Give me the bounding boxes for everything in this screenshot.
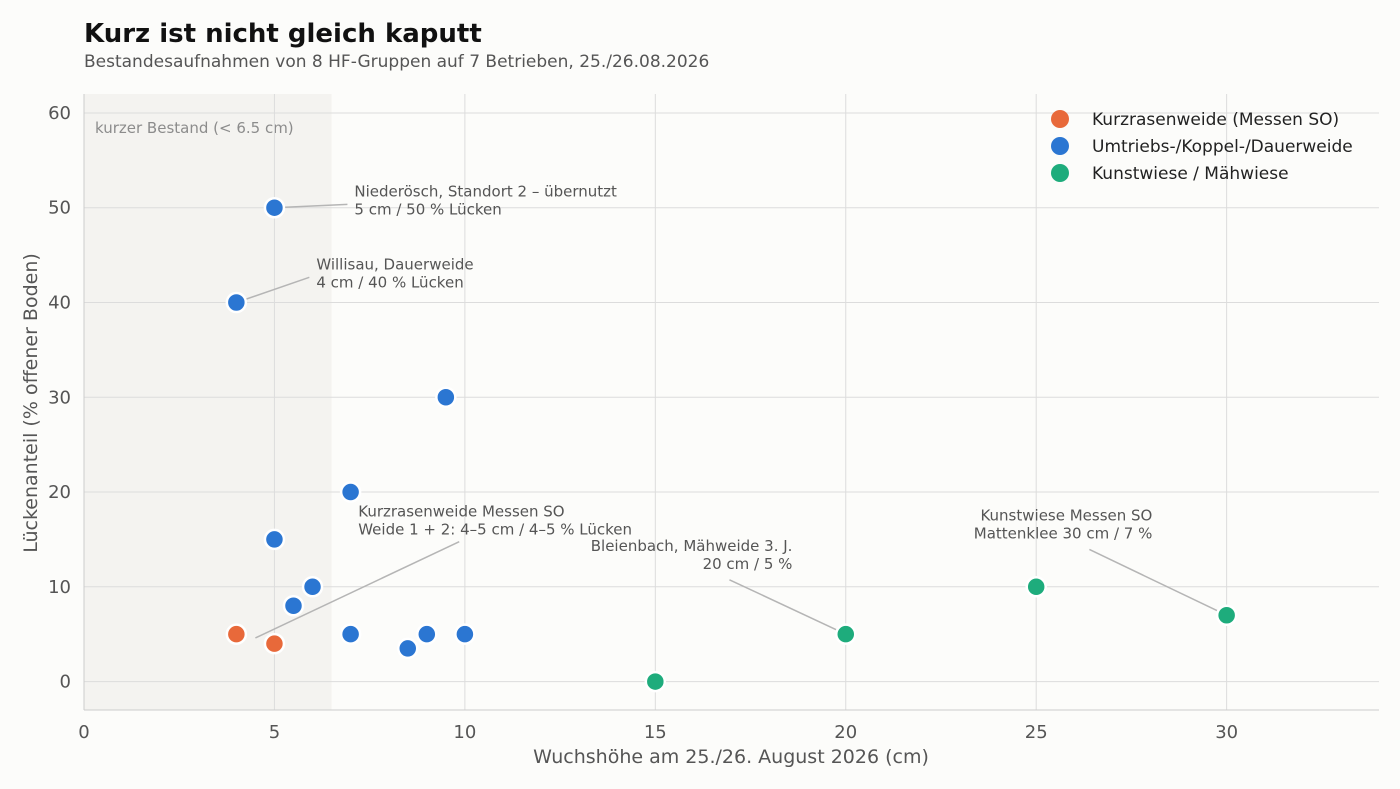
data-point [397,637,419,660]
short-stand-region [84,94,332,710]
annotation-text: Kurzrasenweide Messen SO Weide 1 + 2: 4–5… [358,503,632,539]
annotation-leader-line [1089,548,1227,616]
data-point [435,386,457,409]
annotation-leader-line [255,540,460,639]
y-tick-label: 30 [48,387,71,408]
annotation-line: Niederösch, Standort 2 – übernutzt [354,182,617,200]
x-axis-label: Wuchshöhe am 25./26. August 2026 (cm) [533,746,929,768]
y-tick-label: 20 [48,482,71,503]
annotation-line: Kunstwiese Messen SO [980,506,1152,524]
plot-area: kurzer Bestand (< 6.5 cm) 0 5 10 15 20 25 30 0 10… [48,94,1379,743]
x-tick-label: 20 [834,722,857,743]
x-tick-label: 30 [1215,722,1238,743]
legend-marker [1051,137,1069,155]
annotation-text: Willisau, Dauerweide 4 cm / 40 % Lücken [316,255,473,291]
annotation-leader-line [274,203,348,209]
annotation-line: 4 cm / 40 % Lücken [316,273,463,291]
data-point [454,623,476,645]
annotation-text: Niederösch, Standort 2 – übernutzt 5 cm /… [354,182,617,218]
y-tick-label: 0 [60,672,71,693]
data-point [644,670,667,693]
data-point [282,595,305,617]
annotation-line: 5 cm / 50 % Lücken [354,200,501,218]
y-tick-label: 60 [48,103,71,124]
x-tick-label: 25 [1025,722,1048,743]
y-tick-label: 10 [48,577,71,598]
legend-label: Umtriebs-/Koppel-/Dauerweide [1092,137,1353,157]
chart-subtitle: Bestandesaufnahmen von 8 HF-Gruppen auf … [84,52,709,72]
annotation-line: Bleienbach, Mähweide 3. J. [591,537,793,555]
chart-title: Kurz ist nicht gleich kaputt [84,19,482,49]
x-tick-label: 0 [78,722,89,743]
data-point [225,623,248,645]
data-point [339,623,362,645]
annotation-text: Bleienbach, Mähweide 3. J. 20 cm / 5 % [591,537,793,573]
legend-label: Kurzrasenweide (Messen SO) [1092,110,1339,130]
data-point [835,623,857,645]
y-tick-label: 50 [48,198,71,219]
y-axis-label: Lückenanteil (% offener Boden) [20,253,42,553]
data-point [1215,604,1238,626]
annotation-line: Kurzrasenweide Messen SO [358,503,564,521]
annotation-line: Willisau, Dauerweide [316,255,473,273]
annotation-line: 20 cm / 5 % [703,555,793,573]
annotation-line: Mattenklee 30 cm / 7 % [974,524,1153,542]
x-tick-label: 5 [269,722,280,743]
data-point [416,623,438,645]
annotation-line: Weide 1 + 2: 4–5 cm / 4–5 % Lücken [358,521,632,539]
annotation-leader-line [236,276,310,304]
x-tick-label: 10 [453,722,476,743]
legend-label: Kunstwiese / Mähwiese [1092,164,1289,184]
y-tick-label: 40 [48,292,71,313]
annotation-text: Kunstwiese Messen SO Mattenklee 30 cm / 7… [974,506,1153,542]
legend: Kurzrasenweide (Messen SO) Umtriebs-/Kopp… [1051,110,1353,184]
legend-marker [1051,164,1069,182]
legend-marker [1051,110,1069,128]
annotation-leader-line [729,579,847,635]
data-point [1025,576,1047,598]
short-stand-label: kurzer Bestand (< 6.5 cm) [95,119,294,137]
data-point [263,196,286,219]
data-point [263,632,286,655]
data-point [263,528,286,551]
data-point [301,576,324,598]
data-point [225,291,248,314]
x-tick-label: 15 [644,722,667,743]
data-point [339,481,362,503]
